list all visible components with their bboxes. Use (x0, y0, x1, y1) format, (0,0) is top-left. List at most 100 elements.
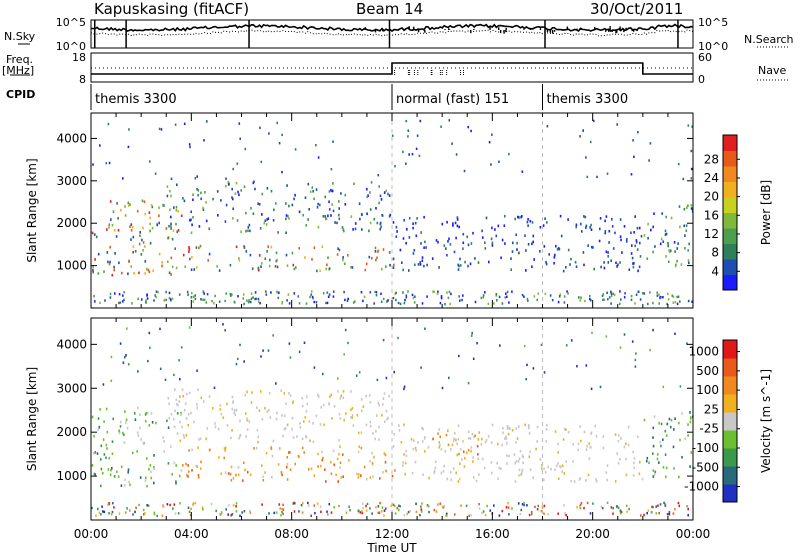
scatter-cell (378, 425, 380, 429)
scatter-cell (583, 215, 585, 218)
scatter-cell (322, 456, 324, 460)
scatter-cell (357, 509, 360, 513)
scatter-cell (623, 445, 626, 449)
scatter-cell (388, 394, 390, 398)
scatter-cell (663, 501, 665, 505)
scatter-cell (617, 263, 619, 266)
scatter-cell (594, 424, 597, 428)
scatter-cell (341, 226, 344, 229)
scatter-cell (678, 205, 681, 208)
scatter-cell (506, 441, 508, 445)
scatter-cell (111, 467, 113, 470)
scatter-cell (466, 451, 468, 455)
scatter-cell (448, 237, 450, 241)
scatter-cell (91, 464, 94, 467)
scatter-cell (144, 479, 147, 482)
scatter-cell (634, 302, 636, 305)
scatter-cell (403, 514, 406, 517)
scatter-cell (612, 512, 614, 515)
scatter-cell (616, 123, 618, 126)
scatter-cell (638, 472, 641, 476)
scatter-cell (149, 160, 151, 163)
scatter-cell (108, 502, 110, 505)
scatter-cell (526, 363, 528, 367)
scatter-cell (647, 509, 650, 512)
scatter-cell (412, 222, 414, 225)
scatter-cell (326, 263, 328, 267)
scatter-cell (498, 160, 500, 163)
scatter-cell (461, 298, 463, 302)
scatter-cell (245, 229, 247, 233)
scatter-cell (163, 299, 165, 302)
y-tick-label: 4000 (56, 131, 87, 145)
scatter-cell (649, 291, 651, 294)
scatter-cell (457, 424, 460, 427)
scatter-cell (184, 402, 187, 405)
scatter-cell (672, 301, 675, 304)
scatter-cell (662, 385, 665, 389)
scatter-cell (102, 471, 104, 475)
scatter-cell (415, 449, 417, 452)
scatter-cell (189, 145, 191, 149)
scatter-cell (653, 473, 656, 476)
scatter-cell (689, 417, 692, 420)
scatter-cell (298, 302, 301, 305)
scatter-cell (362, 299, 364, 303)
scatter-cell (107, 122, 110, 126)
scatter-cell (132, 226, 134, 229)
scatter-cell (402, 268, 404, 272)
scatter-cell (454, 221, 457, 225)
scatter-cell (207, 259, 209, 262)
scatter-cell (170, 222, 172, 226)
scatter-cell (447, 429, 449, 433)
scatter-cell (676, 259, 678, 263)
scatter-cell (313, 366, 316, 369)
scatter-cell (172, 507, 174, 510)
scatter-cell (144, 245, 146, 248)
scatter-cell (496, 299, 498, 302)
scatter-cell (606, 464, 609, 467)
scatter-cell (116, 470, 118, 474)
scatter-cell (388, 194, 391, 197)
x-tick-label: 04:00 (174, 527, 209, 541)
scatter-cell (145, 476, 147, 480)
scatter-cell (561, 470, 563, 473)
scatter-cell (455, 438, 457, 442)
scatter-cell (276, 291, 278, 294)
scatter-cell (112, 502, 114, 505)
scatter-cell (517, 251, 520, 255)
scatter-cell (93, 233, 96, 236)
scatter-cell (222, 323, 224, 326)
scatter-cell (138, 503, 140, 507)
scatter-cell (382, 471, 384, 474)
scatter-cell (153, 481, 155, 485)
scatter-cell (453, 250, 456, 254)
scatter-cell (557, 477, 560, 480)
scatter-cell (153, 512, 156, 516)
scatter-cell (205, 219, 208, 223)
scatter-cell (134, 418, 137, 421)
scatter-cell (347, 341, 349, 345)
scatter-cell (176, 412, 179, 415)
scatter-cell (376, 378, 379, 382)
scatter-cell (272, 334, 274, 337)
scatter-cell (580, 439, 582, 443)
scatter-cell (633, 461, 635, 465)
scatter-cell (350, 390, 352, 393)
scatter-cell (174, 123, 177, 126)
scatter-cell (452, 222, 454, 225)
scatter-cell (128, 480, 130, 484)
scatter-cell (352, 424, 355, 427)
scatter-cell (359, 511, 362, 514)
scatter-cell (664, 503, 666, 506)
scatter-cell (499, 344, 501, 347)
scatter-cell (524, 234, 526, 237)
scatter-cell (170, 194, 172, 198)
scatter-cell (349, 509, 351, 512)
scatter-cell (180, 214, 183, 218)
scatter-cell (411, 293, 414, 297)
scatter-cell (427, 505, 430, 508)
scatter-cell (383, 191, 386, 194)
scatter-cell (403, 301, 406, 305)
scatter-cell (683, 224, 685, 228)
